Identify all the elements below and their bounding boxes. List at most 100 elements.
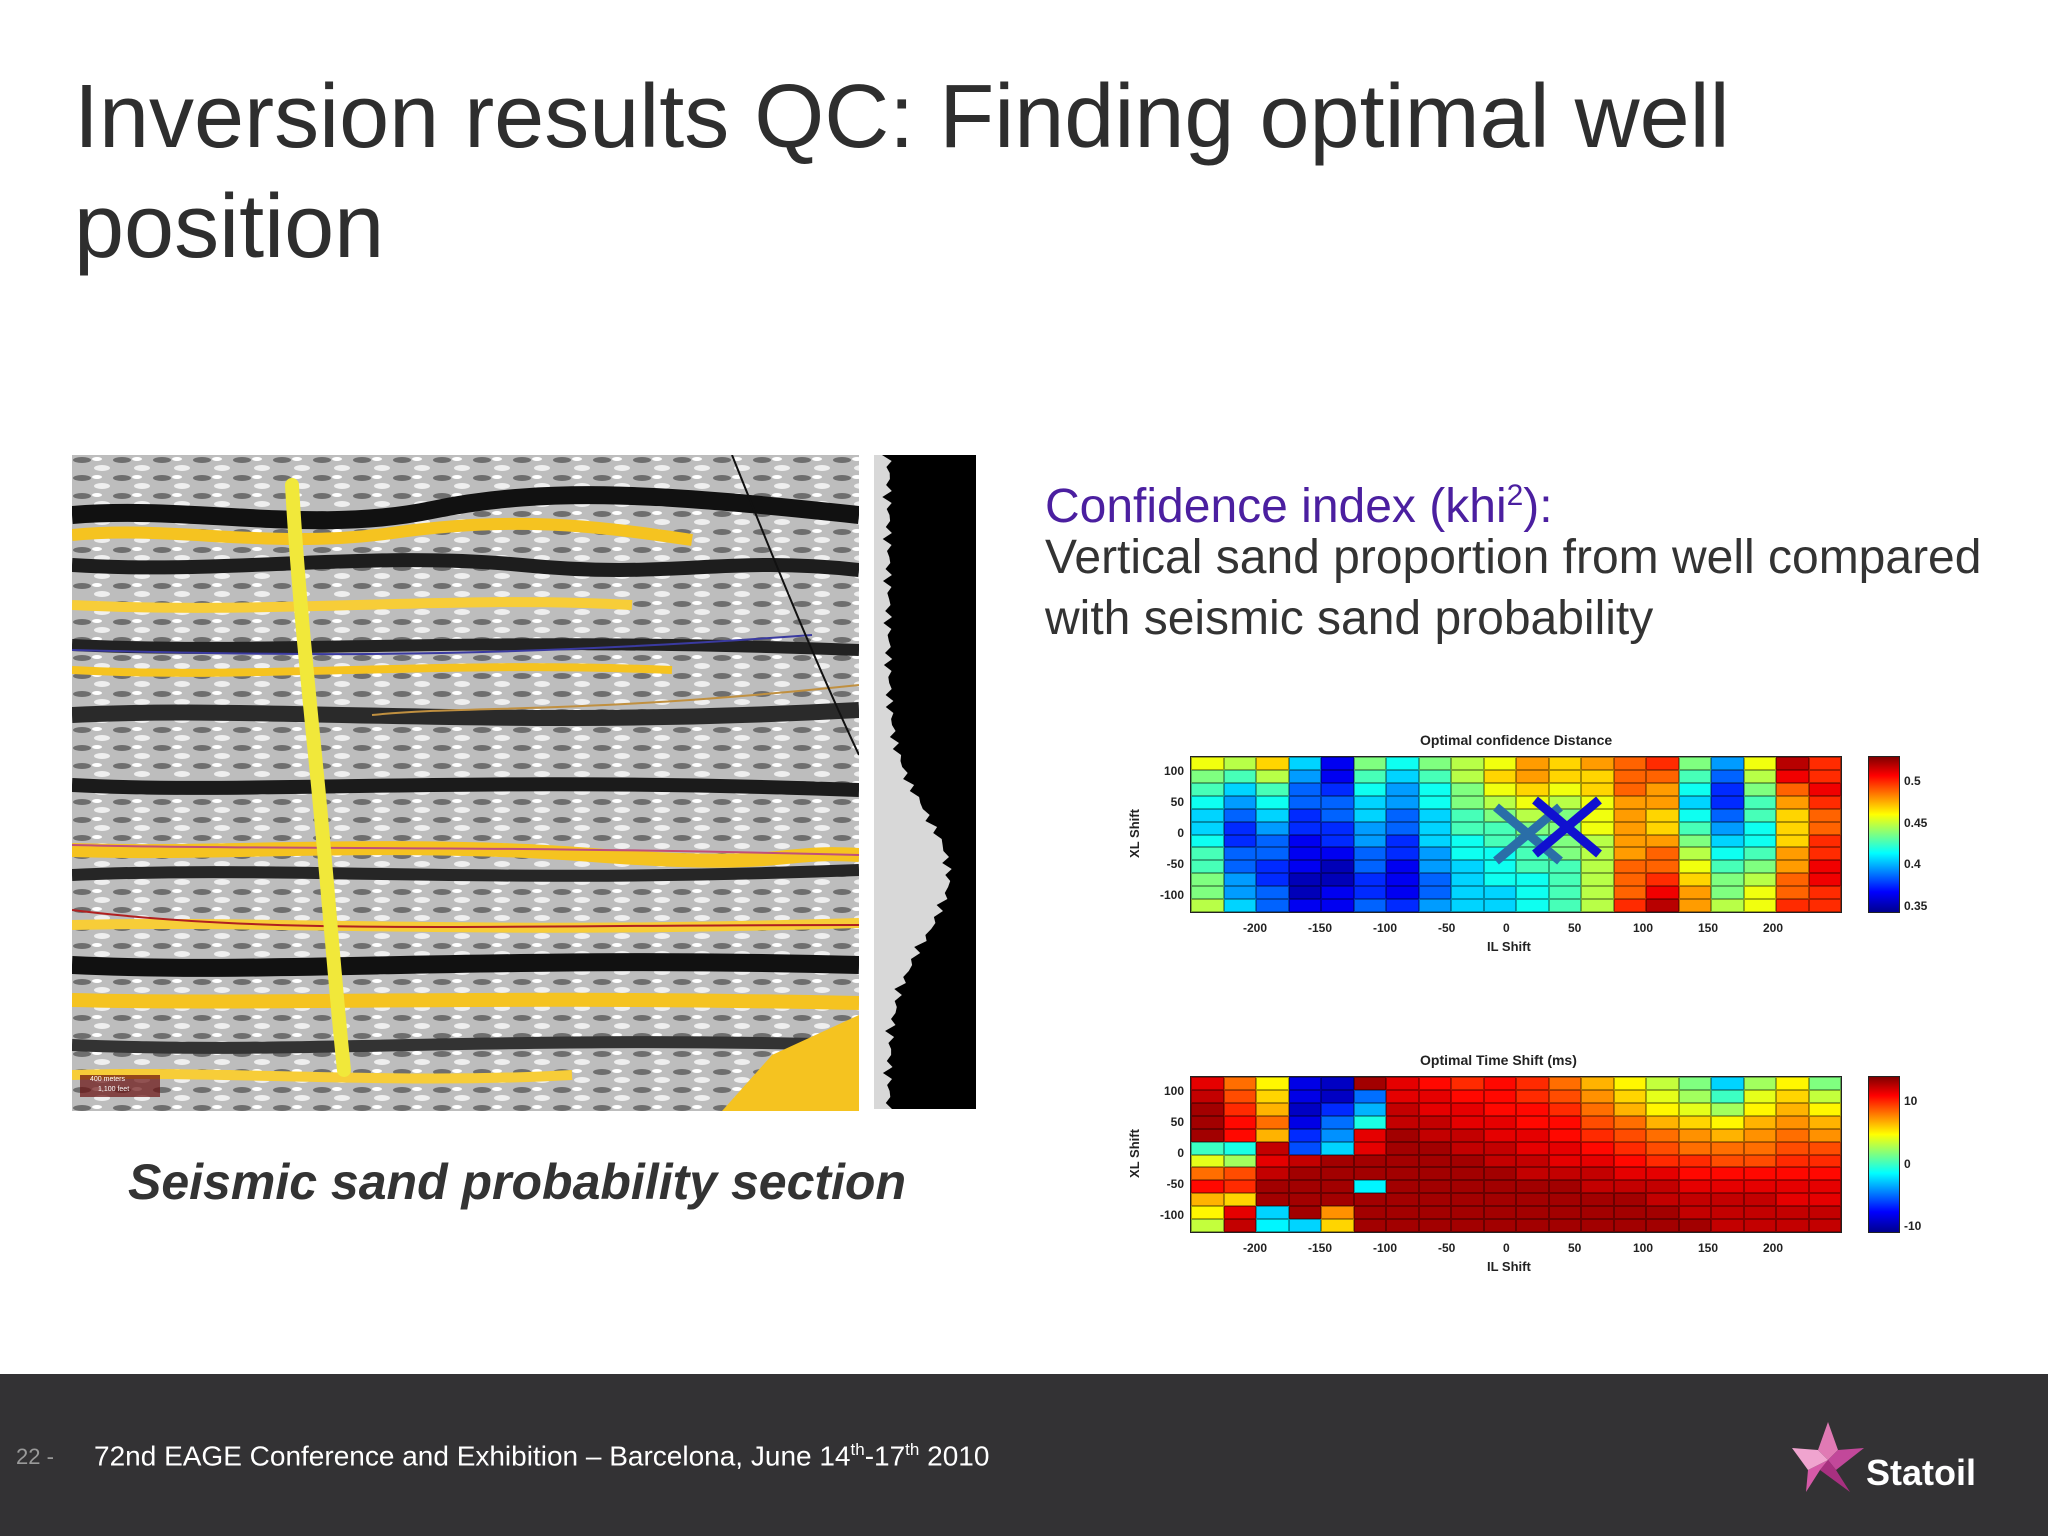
heatmap-cell	[1808, 757, 1841, 770]
heatmap-cell	[1516, 782, 1549, 796]
heatmap-cell	[1808, 1167, 1841, 1181]
heatmap-cell	[1678, 1077, 1711, 1090]
heatmap-cell	[1451, 782, 1484, 796]
heatmap-cell	[1256, 847, 1289, 861]
heatmap-cell	[1191, 1115, 1224, 1129]
heatmap-cell	[1223, 1077, 1256, 1090]
y-tick-label: 50	[1170, 1114, 1184, 1129]
heatmap-cell	[1581, 1154, 1614, 1168]
heatmap-cell	[1288, 1219, 1321, 1232]
heatmap-cell	[1451, 1102, 1484, 1116]
heatmap-cell	[1223, 1154, 1256, 1168]
heatmap-cell	[1386, 757, 1419, 770]
heatmap-cell	[1418, 1128, 1451, 1142]
heatmap-cell	[1743, 860, 1776, 874]
heatmap-cell	[1581, 1115, 1614, 1129]
seismic-caption: Seismic sand probability section	[128, 1154, 907, 1210]
heatmap-cell	[1386, 886, 1419, 900]
heatmap-cell	[1581, 782, 1614, 796]
heatmap-cell	[1808, 1206, 1841, 1220]
well-position-marker-icon	[1532, 796, 1602, 858]
heatmap-cell	[1451, 769, 1484, 783]
heatmap-cell	[1288, 757, 1321, 770]
heatmap-cell	[1386, 1219, 1419, 1232]
scale-label-meters: 400 meters	[90, 1076, 126, 1083]
heatmap-cell	[1483, 1180, 1516, 1194]
heatmap-cell	[1808, 808, 1841, 822]
heatmap-cell	[1711, 757, 1744, 770]
heatmap-cell	[1353, 808, 1386, 822]
heatmap-cell	[1386, 1128, 1419, 1142]
heatmap-cell	[1418, 1180, 1451, 1194]
y-axis-label: XL Shift	[1126, 1128, 1142, 1178]
heatmap-cell	[1516, 1141, 1549, 1155]
heatmap-cell	[1743, 886, 1776, 900]
heatmap-cell	[1646, 795, 1679, 809]
heatmap-cell	[1613, 769, 1646, 783]
page-number: 22 -	[16, 1444, 54, 1469]
heatmap-cell	[1548, 1167, 1581, 1181]
heatmap-cell	[1191, 1180, 1224, 1194]
heatmap-cell	[1711, 886, 1744, 900]
heatmap-cell	[1418, 847, 1451, 861]
heatmap-cell	[1776, 834, 1809, 848]
heatmap-cell	[1613, 795, 1646, 809]
heatmap-cell	[1581, 860, 1614, 874]
heatmap-cell	[1711, 847, 1744, 861]
heatmap-cell	[1353, 1193, 1386, 1207]
logo-wordmark: Statoil	[1866, 1452, 1977, 1493]
heatmap-cell	[1386, 899, 1419, 912]
heatmap-cell	[1451, 1128, 1484, 1142]
heatmap-cell	[1321, 860, 1354, 874]
heatmap-cell	[1386, 873, 1419, 887]
heatmap-cell	[1483, 1206, 1516, 1220]
x-tick-label: 0	[1503, 921, 1510, 935]
heatmap-cell	[1386, 808, 1419, 822]
heatmap-cell	[1353, 847, 1386, 861]
statoil-logo-icon	[1792, 1422, 1864, 1492]
heatmap-cell	[1581, 1102, 1614, 1116]
heatmap-cell	[1711, 873, 1744, 887]
heatmap-cell	[1711, 860, 1744, 874]
heatmap-cell	[1613, 821, 1646, 835]
heatmap-cell	[1223, 821, 1256, 835]
heatmap-cell	[1776, 1141, 1809, 1155]
heatmap-cell	[1516, 1102, 1549, 1116]
heatmap-cell	[1191, 769, 1224, 783]
heatmap-cell	[1191, 886, 1224, 900]
heatmap-cell	[1256, 808, 1289, 822]
heatmap-cell	[1678, 769, 1711, 783]
y-axis-label: XL Shift	[1126, 808, 1142, 858]
heatmap-cell	[1256, 1206, 1289, 1220]
heatmap-cell	[1386, 1193, 1419, 1207]
heatmap-cell	[1418, 1206, 1451, 1220]
heatmap-cell	[1288, 1167, 1321, 1181]
heatmap-cell	[1581, 821, 1614, 835]
heatmap-cell	[1516, 1089, 1549, 1103]
heatmap-cell	[1451, 860, 1484, 874]
heatmap-cell	[1386, 1206, 1419, 1220]
heatmap-cell	[1256, 1219, 1289, 1232]
heatmap-cell	[1548, 1102, 1581, 1116]
heatmap-cell	[1646, 769, 1679, 783]
heatmap-cell	[1321, 1102, 1354, 1116]
heatmap-cell	[1548, 769, 1581, 783]
heatmap-cell	[1386, 1180, 1419, 1194]
heatmap-cell	[1646, 1077, 1679, 1090]
heatmap-cell	[1613, 1180, 1646, 1194]
heatmap-cell	[1808, 860, 1841, 874]
heatmap-cell	[1613, 873, 1646, 887]
heatmap-cell	[1191, 757, 1224, 770]
heatmap-cell	[1321, 1115, 1354, 1129]
heatmap-cell	[1516, 1167, 1549, 1181]
heatmap-cell	[1548, 782, 1581, 796]
heatmap-cell	[1451, 1219, 1484, 1232]
heatmap-cell	[1548, 873, 1581, 887]
heatmap-cell	[1613, 847, 1646, 861]
heatmap-cell	[1613, 1141, 1646, 1155]
heatmap-title: Optimal confidence Distance	[1420, 732, 1613, 748]
heatmap-cell	[1223, 873, 1256, 887]
heatmap-cell	[1613, 899, 1646, 912]
heatmap-cell	[1191, 808, 1224, 822]
heatmap-cell	[1581, 1193, 1614, 1207]
